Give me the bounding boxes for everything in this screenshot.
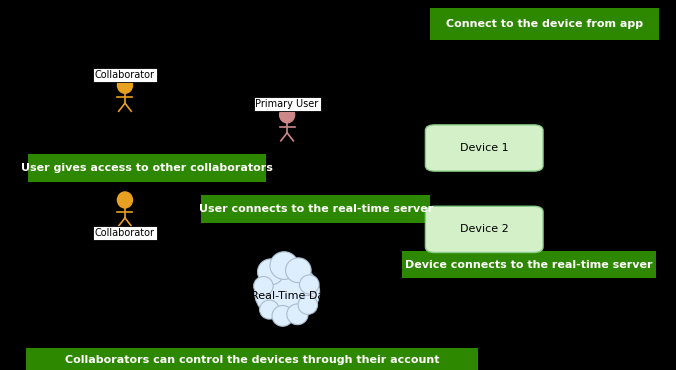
Ellipse shape	[118, 192, 132, 208]
Text: Collaborator: Collaborator	[95, 70, 155, 80]
Text: Connect to the device from app: Connect to the device from app	[446, 19, 643, 29]
Text: Collaborators can control the devices through their account: Collaborators can control the devices th…	[65, 354, 439, 365]
Ellipse shape	[270, 252, 298, 279]
Ellipse shape	[260, 300, 279, 319]
Ellipse shape	[118, 77, 132, 93]
Ellipse shape	[272, 306, 293, 326]
Ellipse shape	[298, 295, 318, 314]
FancyBboxPatch shape	[425, 125, 543, 171]
Text: Primary User: Primary User	[256, 99, 318, 109]
Ellipse shape	[299, 275, 319, 294]
FancyBboxPatch shape	[402, 251, 656, 279]
Ellipse shape	[280, 107, 295, 123]
Ellipse shape	[285, 258, 311, 283]
Ellipse shape	[287, 304, 308, 325]
Ellipse shape	[254, 276, 273, 296]
Ellipse shape	[258, 259, 284, 285]
FancyBboxPatch shape	[26, 348, 478, 370]
Text: Device connects to the real-time server: Device connects to the real-time server	[405, 259, 652, 270]
FancyBboxPatch shape	[425, 206, 543, 253]
FancyBboxPatch shape	[430, 9, 659, 40]
Text: Device 2: Device 2	[460, 224, 508, 235]
Text: Device 1: Device 1	[460, 143, 508, 153]
Text: Real-Time Database: Real-Time Database	[251, 291, 362, 301]
Ellipse shape	[255, 264, 320, 320]
Text: Collaborator: Collaborator	[95, 228, 155, 238]
Text: User connects to the real-time server: User connects to the real-time server	[199, 204, 433, 214]
Text: User gives access to other collaborators: User gives access to other collaborators	[21, 163, 273, 174]
FancyBboxPatch shape	[201, 195, 430, 223]
FancyBboxPatch shape	[28, 155, 266, 182]
